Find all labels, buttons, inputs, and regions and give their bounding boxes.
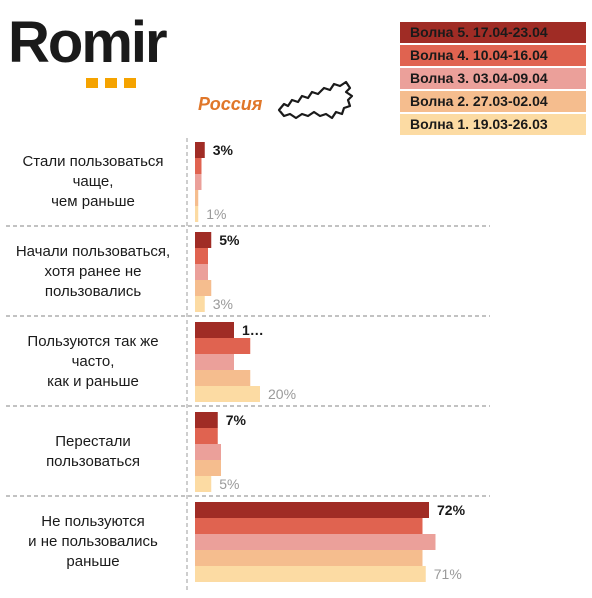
value-label: 71% (434, 566, 462, 582)
bar (195, 534, 436, 550)
legend-item: Волна 1. 19.03-26.03 (400, 114, 586, 135)
bar (195, 412, 218, 428)
category-label-line: чаще, (72, 173, 114, 190)
bar (195, 174, 202, 190)
value-label: 5% (219, 232, 240, 248)
value-label: 72% (437, 502, 466, 518)
bar (195, 248, 208, 264)
legend-item: Волна 3. 03.04-09.04 (400, 68, 586, 89)
bar (195, 322, 234, 338)
category-label-line: Стали пользоваться (22, 153, 164, 170)
category-label-line: пользовались (44, 283, 142, 300)
value-label: 3% (213, 296, 233, 312)
category-label: Пользуются так же часто, как и раньше (0, 332, 186, 392)
category-label: Начали пользоваться, хотя ранее не пользов… (0, 242, 186, 302)
logo-dots (86, 78, 136, 88)
bar (195, 550, 423, 566)
category-label-line: хотя ранее не (44, 263, 142, 280)
region-label: Россия (198, 94, 263, 114)
bar (195, 158, 202, 174)
category-label-line: Пользуются так же (27, 333, 159, 350)
bar (195, 566, 426, 582)
bar (195, 460, 221, 476)
category-label-line: Не пользуются (41, 513, 145, 530)
bar (195, 190, 199, 206)
bar (195, 338, 251, 354)
bar (195, 386, 260, 402)
category-label-line: пользоваться (46, 453, 140, 470)
value-label: 1… (242, 322, 264, 338)
bar (195, 296, 205, 312)
bar (195, 444, 221, 460)
value-label: 3% (213, 142, 234, 158)
legend-item: Волна 5. 17.04-23.04 (400, 22, 586, 43)
bar (195, 476, 212, 492)
category-label-line: Начали пользоваться, (15, 243, 171, 260)
category-label: Стали пользоваться чаще, чем раньше (0, 152, 186, 212)
category-label-line: чем раньше (51, 193, 135, 210)
legend-item: Волна 2. 27.03-02.04 (400, 91, 586, 112)
legend-item: Волна 4. 10.04-16.04 (400, 45, 586, 66)
value-label: 20% (268, 386, 296, 402)
bar (195, 142, 205, 158)
value-label: 1% (206, 206, 226, 222)
bar (195, 264, 208, 280)
bar (195, 518, 423, 534)
category-label: Не пользуются и не пользовались раньше (0, 512, 186, 572)
category-label-line: Перестали (55, 433, 131, 450)
value-label: 5% (219, 476, 239, 492)
bar (195, 428, 218, 444)
bar (195, 354, 234, 370)
bar (195, 232, 212, 248)
romir-logo: Romir (8, 10, 168, 75)
chart-legend: Волна 5. 17.04-23.04 Волна 4. 10.04-16.04… (400, 22, 586, 137)
category-label-line: как и раньше (47, 373, 139, 390)
bar (195, 370, 251, 386)
bar (195, 502, 429, 518)
category-label-line: и не пользовались (28, 533, 158, 550)
bar (195, 280, 212, 296)
value-label: 7% (226, 412, 247, 428)
category-label-line: часто, (71, 353, 115, 370)
category-label: Перестали пользоваться (0, 432, 186, 472)
bar (195, 206, 199, 222)
russia-map-icon (277, 80, 354, 120)
category-label-line: раньше (66, 553, 120, 570)
